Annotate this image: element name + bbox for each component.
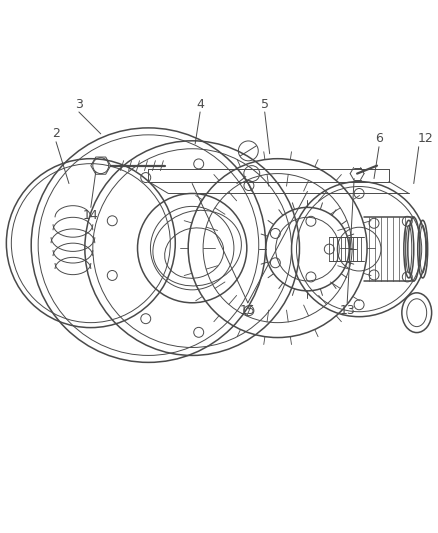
Text: 3: 3 xyxy=(75,98,83,110)
Text: 6: 6 xyxy=(375,132,383,146)
Text: 4: 4 xyxy=(196,98,204,110)
Text: 13: 13 xyxy=(339,304,355,317)
Text: 14: 14 xyxy=(83,209,99,222)
Text: 12: 12 xyxy=(418,132,434,146)
Text: 5: 5 xyxy=(261,98,268,110)
Text: 2: 2 xyxy=(52,127,60,140)
Text: 15: 15 xyxy=(240,304,256,317)
